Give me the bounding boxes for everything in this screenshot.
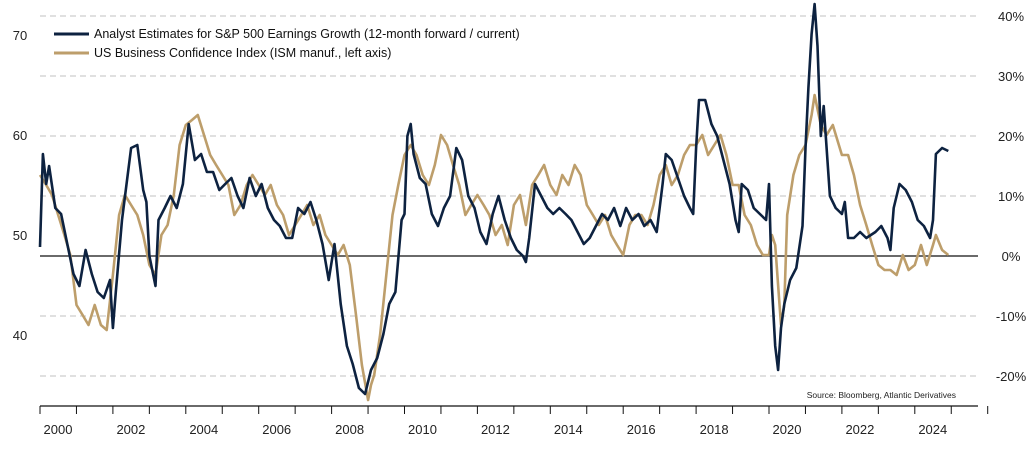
x-tick-label: 2016 — [627, 422, 656, 437]
left-tick-label: 60 — [13, 128, 27, 143]
x-tick-label: 2024 — [918, 422, 947, 437]
x-tick-label: 2002 — [116, 422, 145, 437]
x-tick-label: 2012 — [481, 422, 510, 437]
series-layer — [38, 2, 950, 402]
x-tick-label: 2008 — [335, 422, 364, 437]
source-note: Source: Bloomberg, Atlantic Derivatives — [807, 390, 956, 400]
x-tick-label: 2000 — [44, 422, 73, 437]
series-line-ism — [38, 93, 950, 402]
x-tick-label: 2006 — [262, 422, 291, 437]
x-tick-label: 2014 — [554, 422, 583, 437]
right-tick-label: -20% — [996, 369, 1027, 384]
right-tick-label: 20% — [998, 129, 1024, 144]
series-line-earnings-growth — [38, 2, 949, 396]
x-axis: 2000 2002 2004 2006 2008 2010 2012 2014 2016 2018… — [39, 405, 989, 437]
right-tick-label: 10% — [998, 189, 1024, 204]
legend-label-earnings: Analyst Estimates for S&P 500 Earnings G… — [94, 27, 520, 41]
left-tick-label: 50 — [13, 228, 27, 243]
right-tick-label: 40% — [998, 9, 1024, 24]
right-tick-label: 0% — [1002, 249, 1021, 264]
right-axis: -20% -10% 0% 10% 20% 30% 40% — [996, 9, 1027, 384]
x-tick-label: 2004 — [189, 422, 218, 437]
legend-label-ism: US Business Confidence Index (ISM manuf.… — [94, 46, 391, 60]
left-tick-label: 70 — [13, 28, 27, 43]
left-tick-label: 40 — [13, 328, 27, 343]
legend: Analyst Estimates for S&P 500 Earnings G… — [54, 27, 520, 60]
x-tick-label: 2020 — [773, 422, 802, 437]
right-tick-label: 30% — [998, 69, 1024, 84]
right-tick-label: -10% — [996, 309, 1027, 324]
x-tick-label: 2010 — [408, 422, 437, 437]
left-axis: 40 50 60 70 — [13, 28, 27, 343]
x-tick-label: 2022 — [845, 422, 874, 437]
x-tick-label: 2018 — [700, 422, 729, 437]
